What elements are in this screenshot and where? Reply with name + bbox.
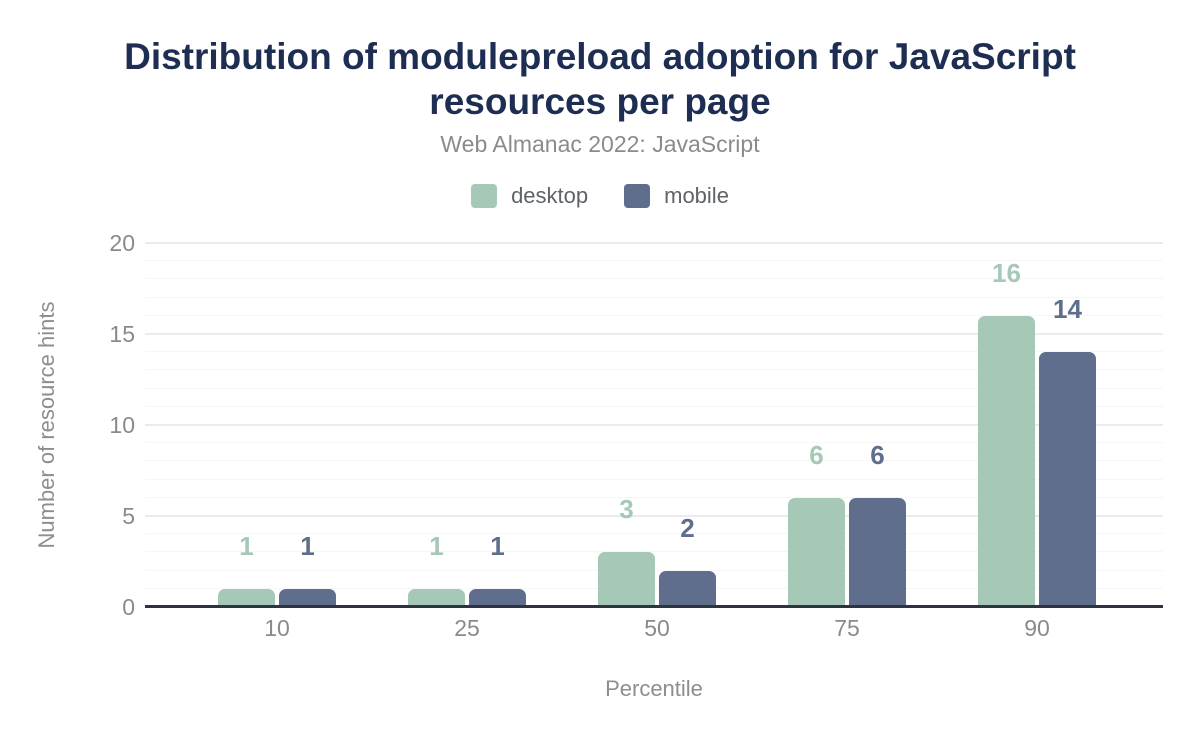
x-tick-label-90: 90 <box>1024 615 1050 641</box>
major-gridline <box>145 424 1163 426</box>
minor-gridline <box>145 351 1163 353</box>
x-tick-label-25: 25 <box>454 615 480 641</box>
bar-value-label-mobile: 2 <box>680 513 695 543</box>
minor-gridline <box>145 496 1163 498</box>
bar-mobile-p25[interactable] <box>469 589 526 607</box>
bar-desktop-p75[interactable] <box>788 498 845 607</box>
minor-gridline <box>145 551 1163 553</box>
minor-gridline <box>145 369 1163 371</box>
bar-value-label-desktop: 1 <box>239 531 254 561</box>
y-tick-label: 10 <box>109 412 135 438</box>
bar-mobile-p50[interactable] <box>659 571 716 607</box>
bar-column-desktop-10: 1 <box>218 533 275 607</box>
legend-item-mobile[interactable]: mobile <box>624 183 729 209</box>
major-gridline <box>145 242 1163 244</box>
bar-value-label-mobile: 14 <box>1053 294 1082 324</box>
bar-column-mobile-50: 2 <box>659 515 716 607</box>
minor-gridline <box>145 405 1163 407</box>
minor-gridline <box>145 387 1163 389</box>
bar-column-mobile-10: 1 <box>279 533 336 607</box>
major-gridline <box>145 515 1163 517</box>
bar-value-label-desktop: 16 <box>992 258 1021 288</box>
bar-column-mobile-90: 14 <box>1039 296 1096 607</box>
minor-gridline <box>145 278 1163 280</box>
minor-gridline <box>145 478 1163 480</box>
bar-mobile-p75[interactable] <box>849 498 906 607</box>
y-tick-label: 5 <box>122 503 135 529</box>
bar-column-desktop-75: 6 <box>788 442 845 607</box>
legend-item-desktop[interactable]: desktop <box>471 183 588 209</box>
bar-column-mobile-25: 1 <box>469 533 526 607</box>
bar-value-label-desktop: 1 <box>429 531 444 561</box>
bar-column-desktop-90: 16 <box>978 260 1035 607</box>
bar-desktop-p90[interactable] <box>978 316 1035 607</box>
minor-gridline <box>145 442 1163 444</box>
minor-gridline <box>145 314 1163 316</box>
bar-desktop-p25[interactable] <box>408 589 465 607</box>
x-tick-label-10: 10 <box>264 615 290 641</box>
legend-swatch-icon <box>624 184 651 208</box>
legend-item-label: mobile <box>664 183 729 208</box>
minor-gridline <box>145 260 1163 262</box>
y-tick-label: 20 <box>109 230 135 256</box>
bar-value-label-desktop: 6 <box>809 440 824 470</box>
bar-column-mobile-75: 6 <box>849 442 906 607</box>
y-tick-label: 15 <box>109 321 135 347</box>
legend: desktop mobile <box>0 183 1200 209</box>
bar-mobile-p90[interactable] <box>1039 352 1096 607</box>
minor-gridline <box>145 533 1163 535</box>
plot-area: 0 5 10 15 20 1 1 10 1 1 25 3 2 50 6 6 75 16 14 90 <box>109 230 1163 641</box>
chart-subtitle: Web Almanac 2022: JavaScript <box>440 131 760 157</box>
x-tick-label-75: 75 <box>834 615 860 641</box>
x-tick-label-50: 50 <box>644 615 670 641</box>
y-axis-title: Number of resource hints <box>34 301 59 549</box>
major-gridline <box>145 333 1163 335</box>
minor-gridline <box>145 460 1163 462</box>
chart-title: Distribution of modulepreload adoption f… <box>124 36 1076 123</box>
legend-swatch-icon <box>471 184 498 208</box>
bar-value-label-mobile: 1 <box>490 531 505 561</box>
bar-desktop-p10[interactable] <box>218 589 275 607</box>
legend-item-label: desktop <box>511 183 589 208</box>
minor-gridline <box>145 296 1163 298</box>
x-axis-title: Percentile <box>605 676 703 701</box>
bar-column-desktop-25: 1 <box>408 533 465 607</box>
y-tick-label: 0 <box>122 594 135 620</box>
bar-value-label-mobile: 6 <box>870 440 885 470</box>
bar-column-desktop-50: 3 <box>598 496 655 607</box>
bar-value-label-desktop: 3 <box>619 494 634 524</box>
bar-value-label-mobile: 1 <box>300 531 315 561</box>
x-axis-baseline <box>145 605 1163 608</box>
bar-desktop-p50[interactable] <box>598 552 655 607</box>
bar-mobile-p10[interactable] <box>279 589 336 607</box>
bar-group-90: 16 14 <box>978 260 1096 607</box>
